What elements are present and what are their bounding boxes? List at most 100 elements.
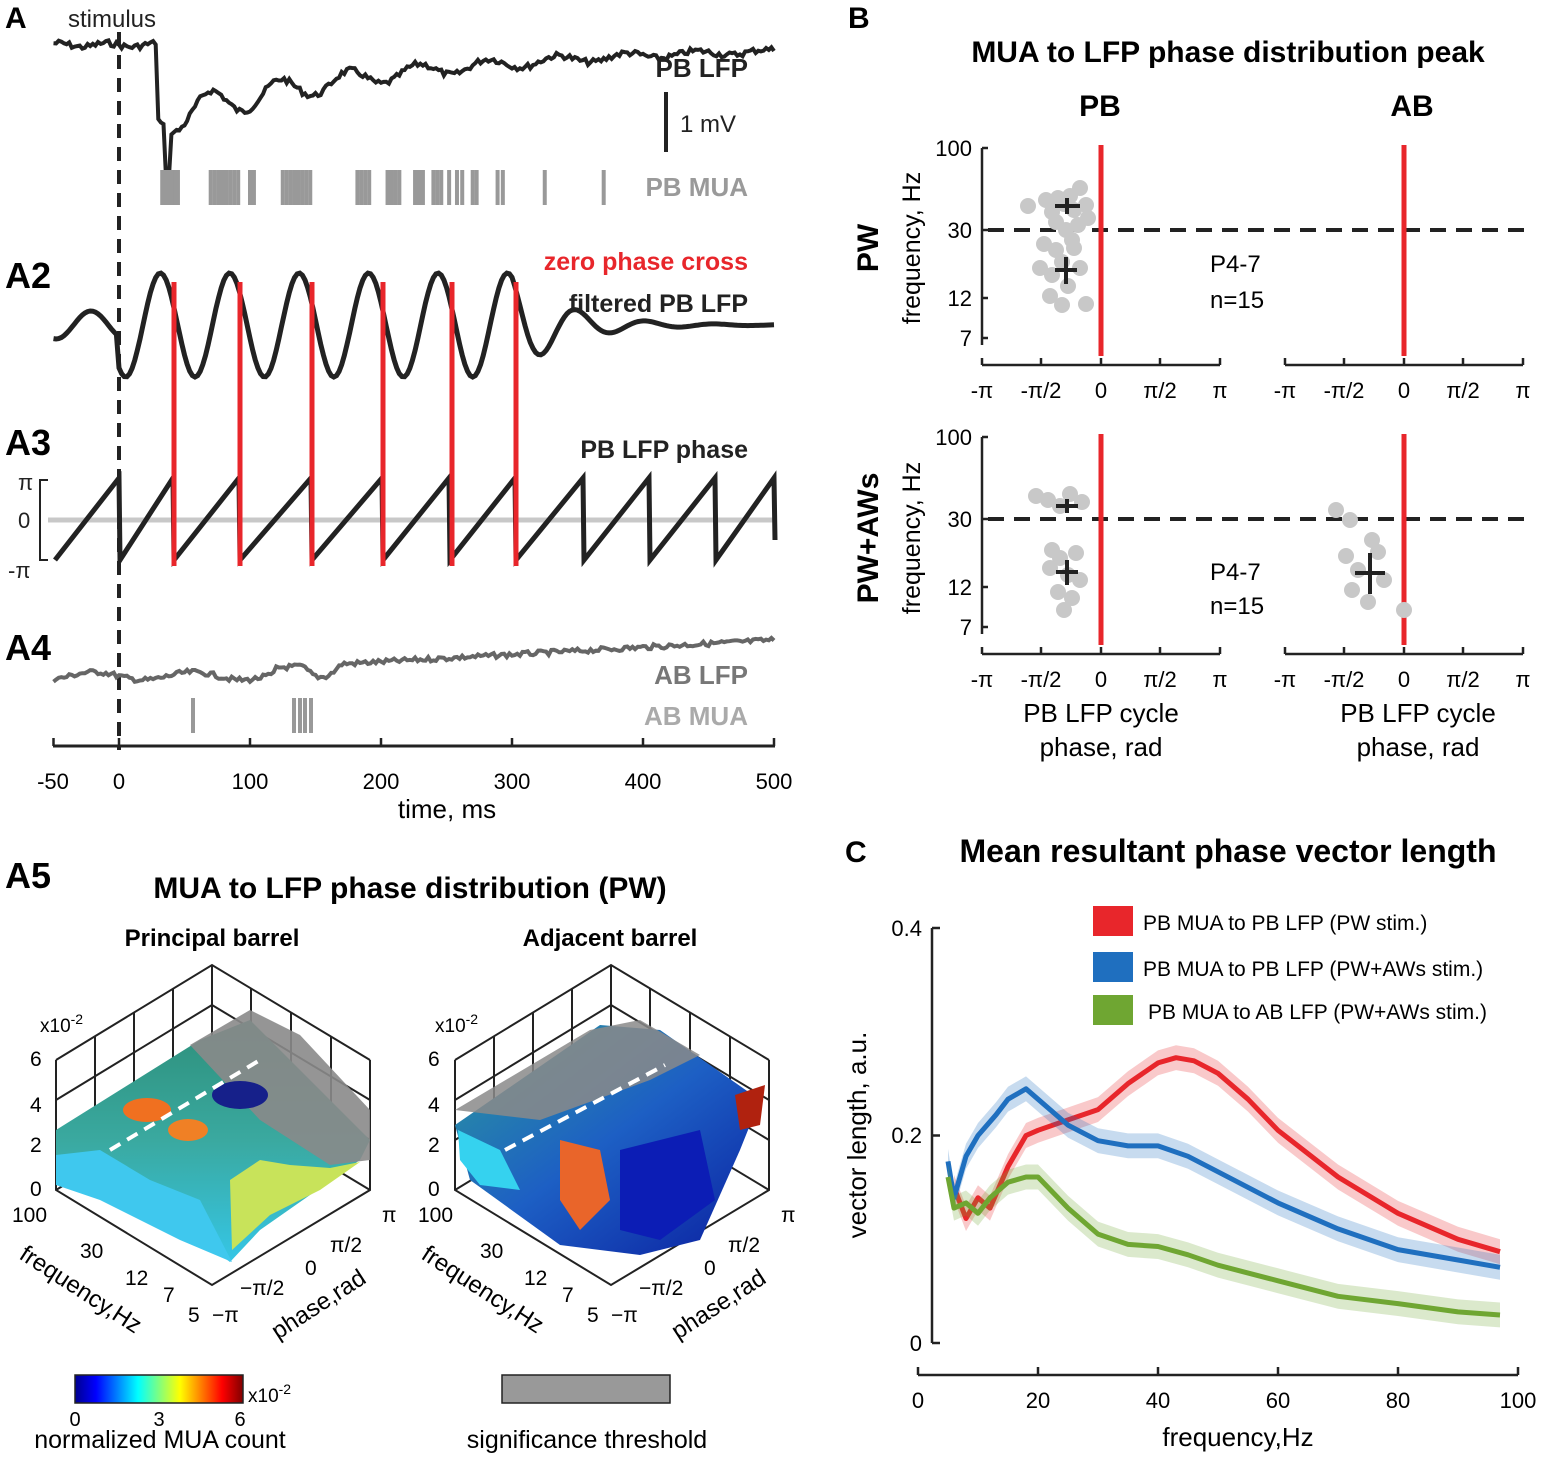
y-tick: 7 — [960, 615, 972, 640]
peak-1 — [123, 1098, 171, 1122]
panel-a-label: A — [5, 2, 27, 35]
panel-c-label: C — [845, 836, 867, 869]
x-tick: -π — [1274, 667, 1297, 692]
phase-peak-dot — [1078, 197, 1094, 213]
principal-barrel-title: Principal barrel — [125, 925, 300, 952]
zero-phase-cross-label: zero phase cross — [544, 248, 748, 276]
b-xlabel-ab-line2: phase, rad — [1357, 732, 1480, 762]
phase-peak-dot — [1370, 544, 1386, 560]
ab-lfp-trace — [52, 635, 776, 685]
a5-title: MUA to LFP phase distribution (PW) — [153, 872, 666, 905]
x-tick: π/2 — [1143, 667, 1177, 692]
pb-mua-label: PB MUA — [645, 172, 748, 202]
phase-peak-dot — [1396, 602, 1412, 618]
phase-peak-dot — [1050, 584, 1066, 600]
b-ylabel-top: frequency, Hz — [898, 172, 926, 324]
c-y-tick: 0 — [910, 1331, 922, 1356]
pb-lfp-label: PB LFP — [656, 53, 748, 83]
scale-bar-label: 1 mV — [680, 111, 736, 138]
legend-label: PB MUA to AB LFP (PW+AWs stim.) — [1148, 1001, 1487, 1024]
pb-mua-raster — [160, 170, 606, 205]
time-axis: -50 0 100 200 300 400 500 time, ms — [37, 738, 792, 824]
phase-peak-dot — [1350, 562, 1366, 578]
c-x-tick: 0 — [912, 1388, 924, 1413]
y-tick: 12 — [948, 286, 972, 311]
freq-tick: 5 — [188, 1304, 200, 1327]
threshold-plane — [190, 1010, 370, 1165]
mean-marker — [1055, 257, 1077, 284]
x-tick: 0 — [1398, 378, 1410, 403]
pb-lfp-trace — [53, 38, 776, 186]
phase-tick: −π — [212, 1304, 239, 1327]
legend-label: PB MUA to PB LFP (PW stim.) — [1143, 912, 1427, 935]
phase-peak-dot — [1062, 486, 1078, 502]
stimulus-label: stimulus — [68, 6, 156, 33]
mean-marker — [1355, 553, 1385, 594]
filtered-lfp-label: filtered PB LFP — [569, 290, 748, 318]
y-tick: 12 — [948, 575, 972, 600]
colorbar-gradient — [74, 1374, 244, 1404]
y-tick: 7 — [960, 326, 972, 351]
series-line-0 — [951, 1055, 1501, 1255]
phase-peak-dot — [1338, 548, 1354, 564]
surface-peak — [735, 1085, 765, 1130]
colorbar-tick: 0 — [69, 1409, 80, 1431]
phase-peak-dot — [1342, 512, 1358, 528]
30hz-line — [108, 1058, 262, 1152]
time-tick: 500 — [756, 769, 793, 794]
phase-tick: −π — [611, 1304, 638, 1327]
phase-tick-zero: 0 — [18, 508, 30, 533]
phase-tick-pi: π — [18, 470, 33, 495]
col-pb: PB — [1079, 90, 1121, 123]
z-tick: 2 — [30, 1134, 42, 1157]
y-tick: 100 — [935, 136, 972, 161]
c-series — [945, 1045, 1501, 1328]
time-tick: 400 — [625, 769, 662, 794]
b-xlabel-pb-line2: phase, rad — [1040, 732, 1163, 762]
colorbar-exponent: x10-2 — [248, 1381, 291, 1407]
freq-tick: 100 — [12, 1204, 47, 1227]
time-tick: 0 — [113, 769, 125, 794]
panel-a2-label: A2 — [5, 255, 51, 296]
b-xlabel-ab-line1: PB LFP cycle — [1340, 698, 1496, 728]
c-y-tick: 0.4 — [891, 916, 922, 941]
trough — [212, 1081, 268, 1109]
row-pwaw: PW+AWs — [852, 473, 885, 604]
n-label: n=15 — [1210, 593, 1264, 620]
x-tick: π — [1515, 667, 1530, 692]
c-x-tick: 60 — [1266, 1388, 1290, 1413]
freq-tick: 100 — [418, 1204, 453, 1227]
peak-2 — [168, 1119, 208, 1141]
mean-marker — [1056, 560, 1078, 585]
phase-peak-dot — [1328, 502, 1344, 518]
z-exponent: x10-2 — [40, 1011, 83, 1037]
phase-peak-dot — [1038, 192, 1054, 208]
phase-peak-dot — [1364, 532, 1380, 548]
z-tick: 2 — [428, 1134, 440, 1157]
surface-cyan — [458, 1130, 520, 1190]
row-pw: PW — [852, 223, 885, 272]
panel-a5-label: A5 — [5, 855, 51, 896]
30hz-line — [504, 1063, 666, 1152]
time-tick: 100 — [232, 769, 269, 794]
b-top-axes: 100 30 12 7 -π -π/2 0 π/2 π -π -π/2 0 π/… — [935, 136, 1530, 403]
phase-peak-dot — [1042, 288, 1058, 304]
panel-a3-label: A3 — [5, 422, 51, 463]
panel-a5: A5 MUA to LFP phase distribution (PW) Pr… — [5, 855, 796, 1454]
freq-tick: 12 — [524, 1267, 547, 1290]
freq-tick: 12 — [125, 1267, 148, 1290]
phase-tick: π — [382, 1204, 397, 1227]
c-x-tick: 80 — [1386, 1388, 1410, 1413]
ab-mua-raster — [191, 698, 313, 733]
phase-peak-dot — [1054, 297, 1070, 313]
c-title: Mean resultant phase vector length — [959, 833, 1496, 869]
freq-tick: 7 — [562, 1284, 574, 1307]
phase-label: PB LFP phase — [580, 436, 748, 464]
x-tick: π/2 — [1446, 378, 1480, 403]
x-tick: π — [1515, 378, 1530, 403]
legend-swatch-red — [1093, 906, 1133, 936]
x-tick: -π — [1274, 378, 1297, 403]
phase-peak-dot — [1344, 582, 1360, 598]
time-axis-label: time, ms — [398, 794, 496, 824]
y-tick: 100 — [935, 425, 972, 450]
